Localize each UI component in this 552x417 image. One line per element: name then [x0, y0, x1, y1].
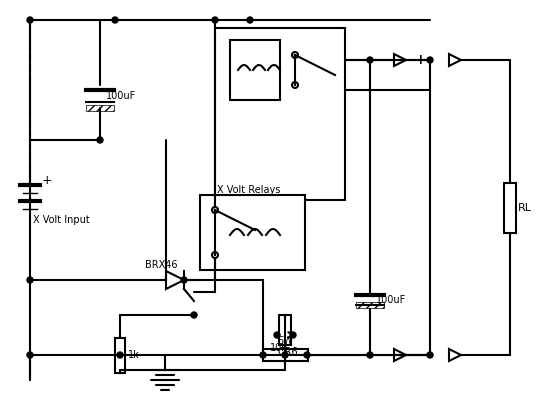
Circle shape — [181, 277, 187, 283]
Text: 100uF: 100uF — [106, 91, 136, 101]
Text: RL: RL — [518, 203, 532, 213]
Text: X Volt Relays: X Volt Relays — [217, 185, 280, 195]
Circle shape — [117, 352, 123, 358]
Circle shape — [212, 252, 218, 258]
Circle shape — [212, 207, 218, 213]
Circle shape — [282, 352, 288, 358]
Text: +: + — [414, 53, 426, 67]
Circle shape — [274, 332, 280, 338]
Text: +: + — [42, 173, 52, 186]
Circle shape — [97, 137, 103, 143]
Circle shape — [367, 57, 373, 63]
Circle shape — [212, 17, 218, 23]
Bar — [86, 105, 114, 111]
Bar — [263, 349, 307, 361]
Bar — [504, 183, 516, 233]
Circle shape — [427, 57, 433, 63]
Text: 100uF: 100uF — [376, 295, 406, 305]
Circle shape — [427, 352, 433, 358]
Circle shape — [112, 17, 118, 23]
Text: 5W: 5W — [277, 336, 293, 346]
Circle shape — [247, 17, 253, 23]
Circle shape — [304, 352, 310, 358]
Text: X Volt Input: X Volt Input — [33, 215, 90, 225]
Circle shape — [260, 352, 266, 358]
Circle shape — [27, 17, 33, 23]
Bar — [215, 28, 345, 200]
Bar — [115, 337, 125, 372]
Text: 1k: 1k — [128, 350, 140, 360]
Bar — [200, 195, 305, 270]
Circle shape — [292, 82, 298, 88]
Bar — [356, 302, 384, 308]
Text: -: - — [414, 348, 420, 362]
Circle shape — [191, 312, 197, 318]
Bar — [230, 40, 280, 100]
Circle shape — [27, 277, 33, 283]
Circle shape — [27, 352, 33, 358]
Bar — [279, 315, 291, 345]
Circle shape — [367, 352, 373, 358]
Circle shape — [290, 332, 296, 338]
Text: OR6: OR6 — [277, 347, 298, 357]
Text: BRX46: BRX46 — [145, 260, 178, 270]
Text: 10k: 10k — [270, 343, 288, 353]
Circle shape — [292, 52, 298, 58]
